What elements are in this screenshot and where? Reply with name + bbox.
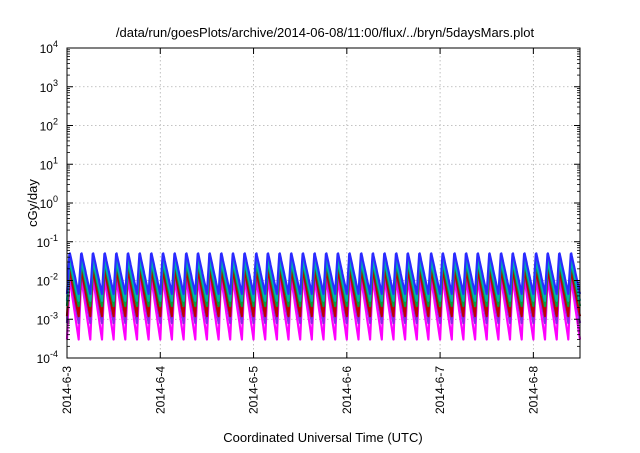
series-line	[65, 259, 582, 302]
x-tick-labels: 2014-6-3 2014-6-4 2014-6-5 2014-6-6 2014-6-7…	[60, 366, 540, 414]
y-tick-label: 10-4	[37, 349, 58, 366]
x-axis-label: Coordinated Universal Time (UTC)	[223, 430, 422, 445]
y-tick-label: 10-2	[37, 272, 58, 289]
series-lines	[65, 252, 582, 341]
y-tick-label: 104	[40, 39, 58, 56]
y-tick-label: 103	[40, 78, 58, 95]
y-tick-label: 10-3	[37, 310, 58, 327]
x-tick-label: 2014-6-8	[526, 366, 540, 414]
series-line	[65, 252, 582, 295]
x-tick-label: 2014-6-5	[247, 366, 261, 414]
x-tick-label: 2014-6-3	[60, 366, 74, 414]
series-line	[65, 278, 582, 341]
x-tick-label: 2014-6-4	[153, 366, 167, 414]
y-tick-label: 10-1	[37, 233, 58, 250]
axis-ticks	[66, 47, 580, 359]
y-tick-labels: 10-4 10-3 10-2 10-1 100 101 102 103 104	[37, 39, 58, 366]
y-axis-label: cGy/day	[25, 179, 40, 227]
y-tick-label: 101	[40, 155, 58, 172]
series-line	[65, 269, 582, 318]
chart-title: /data/run/goesPlots/archive/2014-06-08/1…	[116, 25, 535, 40]
y-tick-label: 100	[40, 194, 58, 211]
y-tick-label: 102	[40, 117, 58, 134]
x-tick-label: 2014-6-6	[340, 366, 354, 414]
x-tick-label: 2014-6-7	[433, 366, 447, 414]
